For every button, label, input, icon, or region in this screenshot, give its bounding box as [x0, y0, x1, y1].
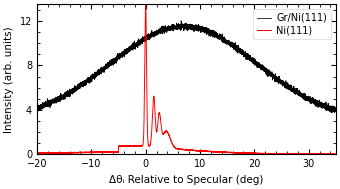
Ni(111): [104, 151, 108, 153]
Ni(111): [107, 151, 112, 153]
Gr/Ni(111): [148, 34, 152, 37]
Ni(111): [332, 153, 336, 156]
Ni(111): [334, 153, 338, 156]
Y-axis label: Intensity (arb. units): Intensity (arb. units): [4, 26, 14, 133]
Ni(111): [106, 151, 110, 153]
Legend: Gr/Ni(111), Ni(111): Gr/Ni(111), Ni(111): [253, 9, 331, 39]
Gr/Ni(111): [106, 67, 110, 70]
Ni(111): [169, 139, 173, 142]
Ni(111): [143, 2, 148, 4]
Gr/Ni(111): [332, 109, 336, 112]
Ni(111): [148, 145, 152, 147]
Gr/Ni(111): [333, 112, 337, 114]
Gr/Ni(111): [169, 26, 173, 28]
Gr/Ni(111): [334, 111, 338, 113]
Ni(111): [35, 152, 39, 155]
Line: Ni(111): Ni(111): [37, 3, 336, 154]
Gr/Ni(111): [179, 20, 183, 22]
X-axis label: Δθᵢ Relative to Specular (deg): Δθᵢ Relative to Specular (deg): [109, 175, 264, 185]
Gr/Ni(111): [104, 65, 108, 68]
Gr/Ni(111): [35, 106, 39, 109]
Line: Gr/Ni(111): Gr/Ni(111): [37, 21, 336, 113]
Gr/Ni(111): [107, 62, 112, 64]
Ni(111): [282, 153, 286, 156]
